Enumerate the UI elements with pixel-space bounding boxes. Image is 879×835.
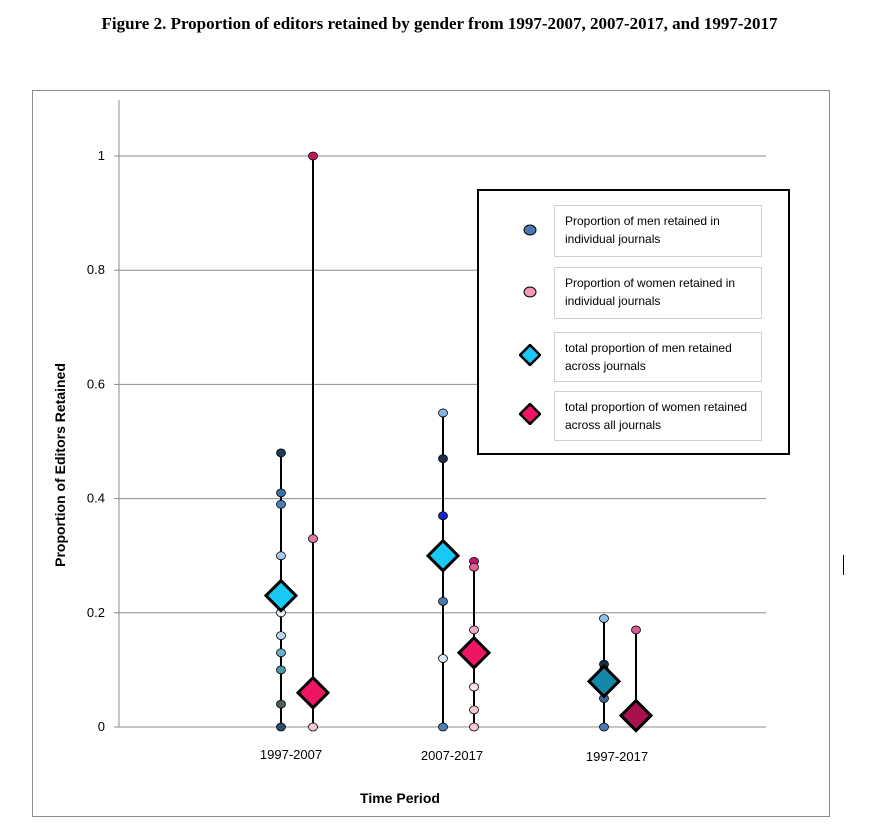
legend-label-women-individual: Proportion of women retained in individu… (554, 267, 762, 319)
women-individual-point (469, 682, 479, 692)
y-tick-label: 0.2 (87, 605, 105, 620)
men-individual-point (276, 551, 286, 561)
men-individual-point (438, 722, 448, 732)
women-total-diamond (295, 675, 331, 710)
x-axis-title: Time Period (360, 790, 440, 806)
women-individual-point (308, 722, 318, 732)
y-tick-label: 0.6 (87, 376, 105, 391)
men-individual-point (599, 722, 609, 732)
legend-label-women-total: total proportion of women retained acros… (554, 391, 762, 441)
men-individual-point (438, 654, 448, 663)
men-individual-point (438, 596, 448, 606)
legend-marker-women-individual (523, 286, 537, 298)
text-cursor (843, 555, 844, 575)
men-individual-point (438, 511, 448, 521)
women-individual-point (308, 534, 318, 543)
men-individual-point (276, 665, 286, 675)
men-total-diamond (263, 578, 299, 613)
chart-area (32, 90, 830, 817)
y-tick-label: 0.8 (87, 262, 105, 277)
men-individual-point (276, 631, 286, 641)
women-total-diamond (618, 698, 654, 733)
x-tick-label: 1997-2007 (260, 747, 322, 762)
legend-marker-men-total (519, 344, 541, 366)
women-individual-point (469, 705, 479, 715)
legend-marker-men-individual (523, 224, 537, 236)
legend: Proportion of men retained in individual… (477, 189, 790, 455)
men-individual-point (438, 408, 448, 418)
men-total-diamond (586, 664, 622, 699)
women-individual-point (469, 625, 479, 635)
x-tick-label: 2007-2017 (421, 748, 483, 763)
legend-marker-women-total (519, 403, 541, 425)
women-individual-point (469, 562, 479, 572)
men-individual-point (276, 699, 286, 709)
y-tick-label: 0.4 (87, 491, 105, 506)
men-individual-point (276, 448, 286, 458)
figure-title: Figure 2. Proportion of editors retained… (101, 14, 778, 33)
legend-label-men-individual: Proportion of men retained in individual… (554, 205, 762, 257)
men-individual-point (276, 488, 286, 498)
men-individual-point (599, 614, 609, 623)
x-tick-label: 1997-2017 (586, 749, 648, 764)
women-total-diamond (456, 635, 492, 670)
men-total-diamond (425, 538, 461, 573)
y-axis-title: Proportion of Editors Retained (52, 363, 68, 567)
legend-label-men-total: total proportion of men retained across … (554, 332, 762, 382)
y-tick-label: 1 (98, 148, 105, 163)
women-individual-point (469, 722, 479, 732)
men-individual-point (438, 454, 448, 464)
men-individual-point (276, 499, 286, 509)
women-individual-point (308, 151, 318, 161)
men-individual-point (276, 648, 286, 658)
men-individual-point (276, 722, 286, 732)
women-individual-point (631, 625, 641, 635)
y-tick-label: 0 (98, 719, 105, 734)
